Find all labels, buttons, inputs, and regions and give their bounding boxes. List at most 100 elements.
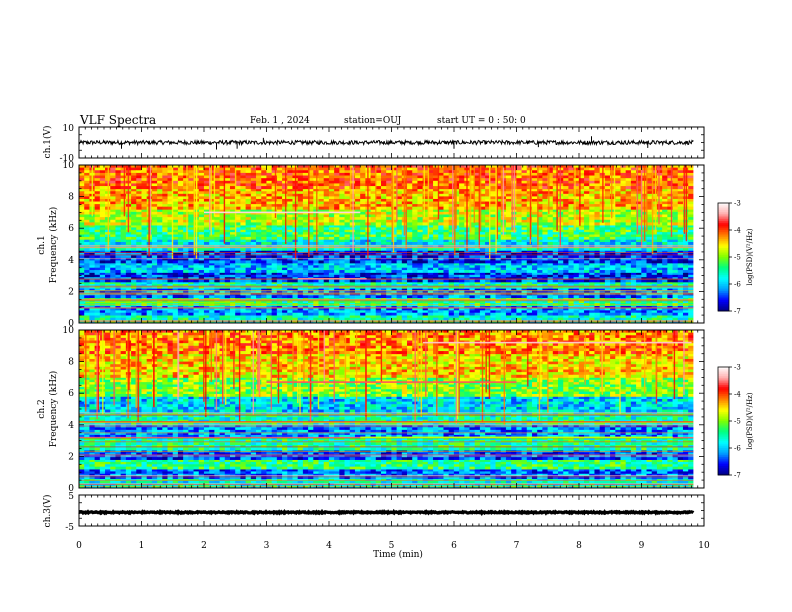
spectrogram-ch1-cell	[120, 267, 127, 271]
spectrogram-ch1-cell	[261, 279, 267, 283]
spectrogram-ch1-cell	[599, 242, 606, 246]
spectrogram-ch1-cell	[120, 239, 127, 243]
spectrogram-ch1-cell	[245, 209, 252, 213]
spectrogram-ch1-cell	[412, 284, 418, 287]
spectrogram-ch1-cell	[459, 281, 465, 285]
spectrogram-ch1-cell	[313, 307, 319, 311]
spectrogram-ch1-cell	[578, 262, 585, 266]
spectrogram-ch1-cell	[568, 312, 575, 316]
spectrogram-ch1-cell	[620, 270, 627, 273]
spectrogram-ch1-cell	[115, 262, 122, 266]
spectrogram-ch1-cell	[547, 242, 554, 246]
spectrogram-ch1-cell	[318, 300, 325, 304]
spectrogram-ch1-cell	[276, 307, 283, 311]
spectrogram-ch1-cell	[323, 279, 330, 283]
spectrogram-ch1-cell	[105, 317, 111, 321]
spectrogram-ch1-cell	[302, 267, 309, 271]
spectrogram-ch1-cell	[615, 255, 621, 259]
spectrogram-ch1-cell	[552, 295, 559, 299]
spectrogram-ch1-cell	[662, 260, 668, 264]
spectrogram-ch1-cell	[636, 247, 642, 251]
spectrogram-ch1-cell	[599, 310, 606, 314]
spectrogram-ch1-cell	[256, 260, 262, 264]
spectrogram-ch1-cell	[282, 250, 288, 254]
spectrogram-ch1-cell	[334, 252, 340, 256]
spectrogram-ch1-cell	[177, 277, 184, 280]
spectrogram-ch1-cell	[568, 270, 575, 273]
spectrogram-ch1-cell	[375, 317, 382, 321]
spectrogram-ch1-cell	[537, 295, 543, 299]
spectrogram-ch1-cell	[276, 270, 283, 273]
spectrogram-ch1-cell	[646, 274, 653, 278]
spectrogram-ch1-cell	[120, 255, 127, 259]
spectrogram-ch1-cell	[323, 250, 330, 254]
spectrogram-ch1-cell	[630, 307, 637, 311]
spectrogram-ch1-cell	[266, 239, 273, 243]
spectrogram-ch1-cell	[365, 267, 371, 271]
spectrogram-ch1-cell	[287, 284, 293, 287]
spectrogram-ch1-cell	[401, 272, 408, 276]
spectrogram-ch1-cell	[162, 244, 168, 248]
spectrogram-ch1-cell	[261, 239, 267, 243]
spectrogram-ch1-cell	[636, 250, 642, 254]
spectrogram-ch1-cell	[370, 229, 377, 233]
spectrogram-ch1-cell	[584, 295, 590, 299]
spectrogram-ch1-cell	[282, 288, 288, 292]
spectrogram-ch1-cell	[157, 239, 163, 243]
spectrogram-ch1-cell	[438, 284, 444, 287]
spectrogram-ch1-cell	[573, 234, 580, 238]
spectrogram-ch1-cell	[105, 260, 111, 264]
spectrogram-ch1-cell	[339, 232, 345, 235]
spectrogram-ch1-cell	[552, 236, 559, 240]
spectrogram-ch1-cell	[646, 277, 653, 280]
spectrogram-ch1-cell	[464, 281, 470, 285]
spectrogram-ch1-cell	[662, 284, 668, 287]
spectrogram-ch1-cell	[229, 250, 236, 254]
spectrogram-ch1-cell	[558, 272, 564, 276]
spectrogram-ch1-cell	[443, 232, 450, 235]
spectrogram-ch1-cell	[131, 272, 137, 276]
spectrogram-ch1-cell	[141, 265, 148, 269]
spectrogram-ch1-cell	[99, 239, 106, 243]
spectrogram-ch1-cell	[287, 317, 293, 321]
spectrogram-ch1-cell	[495, 255, 502, 259]
spectrogram-ch1-cell	[547, 255, 554, 259]
spectrogram-ch1-cell	[433, 312, 439, 316]
spectrogram-ch1-cell	[443, 265, 450, 269]
spectrogram-ch1-cell	[136, 236, 142, 240]
spectrogram-ch1-cell	[198, 227, 205, 231]
spectrogram-ch1-cell	[380, 250, 387, 254]
spectrogram-ch1-cell	[141, 270, 148, 273]
spectrogram-ch1-cell	[219, 281, 226, 285]
spectrogram-ch1-cell	[266, 265, 273, 269]
spectrogram-ch1-cell	[464, 260, 470, 264]
spectrogram-ch1-cell	[448, 239, 455, 243]
spectrogram-ch1-cell	[167, 295, 174, 299]
spectrogram-ch1-cell	[479, 244, 486, 248]
spectrogram-ch1-cell	[297, 312, 304, 316]
spectrogram-ch1-cell	[141, 247, 148, 251]
spectrogram-ch1-cell	[625, 295, 632, 299]
spectrogram-ch1-cell	[427, 274, 434, 278]
spectrogram-ch1-cell	[646, 257, 653, 261]
spectrogram-ch1-cell	[89, 262, 96, 266]
spectrogram-ch1-cell	[469, 288, 476, 292]
spectrogram-ch1-cell	[537, 277, 543, 280]
spectrogram-ch1-cell	[433, 236, 439, 240]
spectrogram-ch1-cell	[360, 232, 366, 235]
spectrogram-ch1-cell	[151, 295, 158, 299]
spectrogram-ch1-cell	[516, 270, 522, 273]
spectrogram-ch1-cell	[151, 255, 158, 259]
spectrogram-ch1-cell	[313, 315, 319, 319]
spectrogram-ch1-cell	[448, 270, 455, 273]
spectrogram-ch1-cell	[141, 279, 148, 283]
spectrogram-ch1-cell	[656, 274, 663, 278]
spectrogram-ch1-cell	[287, 307, 293, 311]
spectrogram-ch1-cell	[542, 310, 548, 314]
spectrogram-ch1-cell	[584, 232, 590, 235]
spectrogram-ch1-cell	[323, 257, 330, 261]
spectrogram-ch1-cell	[584, 272, 590, 276]
spectrogram-ch1-cell	[636, 262, 642, 266]
spectrogram-ch1-cell	[448, 250, 455, 254]
spectrogram-ch1-cell	[302, 274, 309, 278]
